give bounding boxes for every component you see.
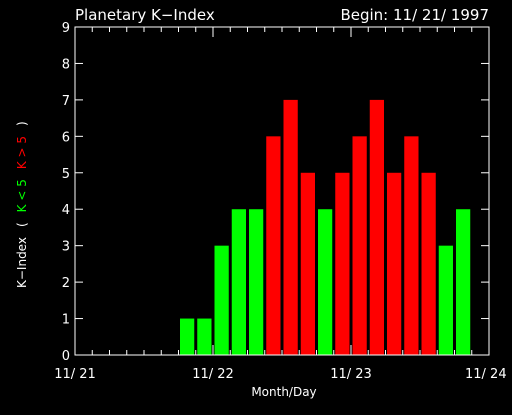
k-index-bar bbox=[214, 245, 229, 355]
axes-group: 0 1 2 3 4 5 6 7 8 9 11/ 21 11/ 22 11/ 23 11/ 24 bbox=[54, 21, 506, 382]
y-tick-label: 7 bbox=[62, 94, 70, 109]
bar-group bbox=[180, 99, 471, 355]
x-tick-label: 11/ 23 bbox=[330, 367, 372, 382]
y-axis-label-part: ( bbox=[15, 222, 29, 227]
k-index-bar bbox=[456, 209, 471, 355]
begin-date-label: Begin: 11/ 21/ 1997 bbox=[340, 6, 489, 24]
y-tick-label: 9 bbox=[62, 21, 70, 36]
y-axis-label-part: K < 5 bbox=[15, 179, 29, 212]
y-tick-label: 3 bbox=[62, 240, 70, 255]
y-tick-label: 6 bbox=[62, 130, 70, 145]
x-tick-label: 11/ 22 bbox=[192, 367, 234, 382]
k-index-bar bbox=[180, 318, 195, 355]
k-index-bar bbox=[231, 209, 246, 355]
k-index-bar bbox=[266, 136, 281, 355]
k-index-bar bbox=[352, 136, 367, 355]
k-index-bar bbox=[421, 172, 436, 355]
k-index-bar bbox=[197, 318, 212, 355]
y-axis-label-part: ) bbox=[15, 121, 29, 126]
y-tick-label: 8 bbox=[62, 57, 70, 72]
x-tick-label: 11/ 21 bbox=[54, 367, 96, 382]
k-index-bar bbox=[300, 172, 315, 355]
y-tick-label: 0 bbox=[62, 349, 70, 364]
x-tick-label: 11/ 24 bbox=[465, 367, 507, 382]
k-index-bar bbox=[387, 172, 402, 355]
y-tick-label: 1 bbox=[62, 313, 70, 328]
y-tick-label: 2 bbox=[62, 276, 70, 291]
k-index-bar bbox=[404, 136, 419, 355]
k-index-bar bbox=[438, 245, 453, 355]
x-axis-label: Month/Day bbox=[251, 385, 316, 399]
k-index-bar bbox=[318, 209, 333, 355]
y-axis-label-part: K−Index bbox=[15, 237, 29, 288]
y-tick-label: 5 bbox=[62, 167, 70, 182]
k-index-bar bbox=[369, 99, 384, 355]
chart-title: Planetary K−Index bbox=[75, 6, 215, 24]
y-axis-label-text: K−Index ( K < 5 K > 5) bbox=[15, 121, 29, 288]
y-axis-label-part: K > 5 bbox=[15, 136, 29, 169]
k-index-bar bbox=[283, 99, 298, 355]
y-tick-label: 4 bbox=[62, 203, 70, 218]
y-axis-label: K−Index ( K < 5 K > 5) bbox=[15, 121, 29, 288]
k-index-bar bbox=[249, 209, 264, 355]
k-index-bar bbox=[335, 172, 350, 355]
